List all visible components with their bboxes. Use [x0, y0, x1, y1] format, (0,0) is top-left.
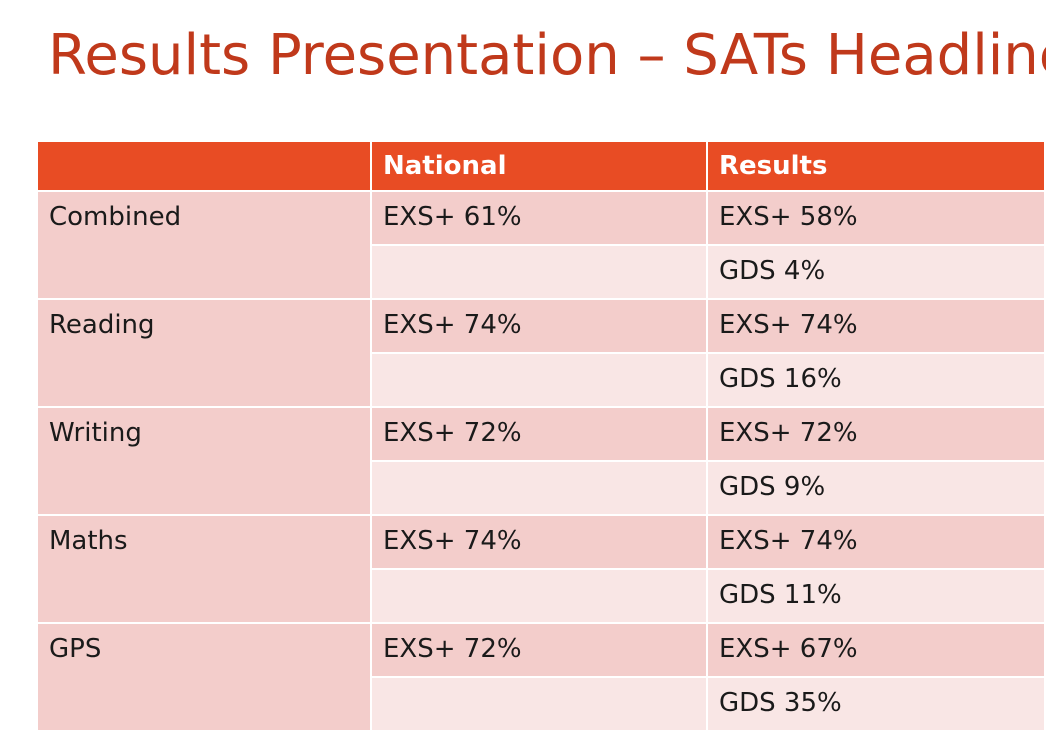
national-cell: EXS+ 74%	[370, 298, 708, 354]
results-exs-cell: EXS+ 58%	[706, 190, 1046, 246]
results-table: National Results Combined EXS+ 61% EXS+ …	[36, 140, 1046, 732]
results-exs-cell: EXS+ 72%	[706, 406, 1046, 462]
results-gds-cell: GDS 9%	[706, 460, 1046, 516]
table-row: Combined EXS+ 61% EXS+ 58%	[36, 190, 1046, 300]
table-row: Reading EXS+ 74% EXS+ 74%	[36, 298, 1046, 408]
header-cell-results: Results	[706, 140, 1046, 192]
results-gds-cell: GDS 11%	[706, 568, 1046, 624]
national-empty-cell	[370, 568, 708, 624]
table-row: Maths EXS+ 74% EXS+ 74%	[36, 514, 1046, 624]
results-exs-cell: EXS+ 74%	[706, 514, 1046, 570]
header-cell-subject	[36, 140, 372, 192]
national-cell: EXS+ 72%	[370, 622, 708, 678]
table-header-row: National Results	[36, 140, 1046, 192]
results-gds-cell: GDS 35%	[706, 676, 1046, 732]
results-gds-cell: GDS 16%	[706, 352, 1046, 408]
national-cell: EXS+ 74%	[370, 514, 708, 570]
results-gds-cell: GDS 4%	[706, 244, 1046, 300]
results-exs-cell: EXS+ 74%	[706, 298, 1046, 354]
table-row: GDS 4%	[37, 244, 1046, 300]
subject-cell: Writing	[36, 406, 372, 516]
subject-cell: Maths	[36, 514, 372, 624]
table-row: GDS 16%	[37, 352, 1046, 408]
national-empty-cell	[370, 460, 708, 516]
table-row: GDS 35%	[37, 676, 1046, 732]
header-cell-national: National	[370, 140, 708, 192]
national-empty-cell	[370, 676, 708, 732]
national-cell: EXS+ 61%	[370, 190, 708, 246]
subject-cell: Combined	[36, 190, 372, 300]
slide-title: Results Presentation – SATs Headlines	[48, 23, 1046, 88]
subject-cell: Reading	[36, 298, 372, 408]
results-exs-cell: EXS+ 67%	[706, 622, 1046, 678]
table-row: GDS 9%	[37, 460, 1046, 516]
table-row: GPS EXS+ 72% EXS+ 67%	[36, 622, 1046, 732]
national-empty-cell	[370, 352, 708, 408]
national-cell: EXS+ 72%	[370, 406, 708, 462]
national-empty-cell	[370, 244, 708, 300]
subject-cell: GPS	[36, 622, 372, 732]
table-row: GDS 11%	[37, 568, 1046, 624]
table-row: Writing EXS+ 72% EXS+ 72%	[36, 406, 1046, 516]
